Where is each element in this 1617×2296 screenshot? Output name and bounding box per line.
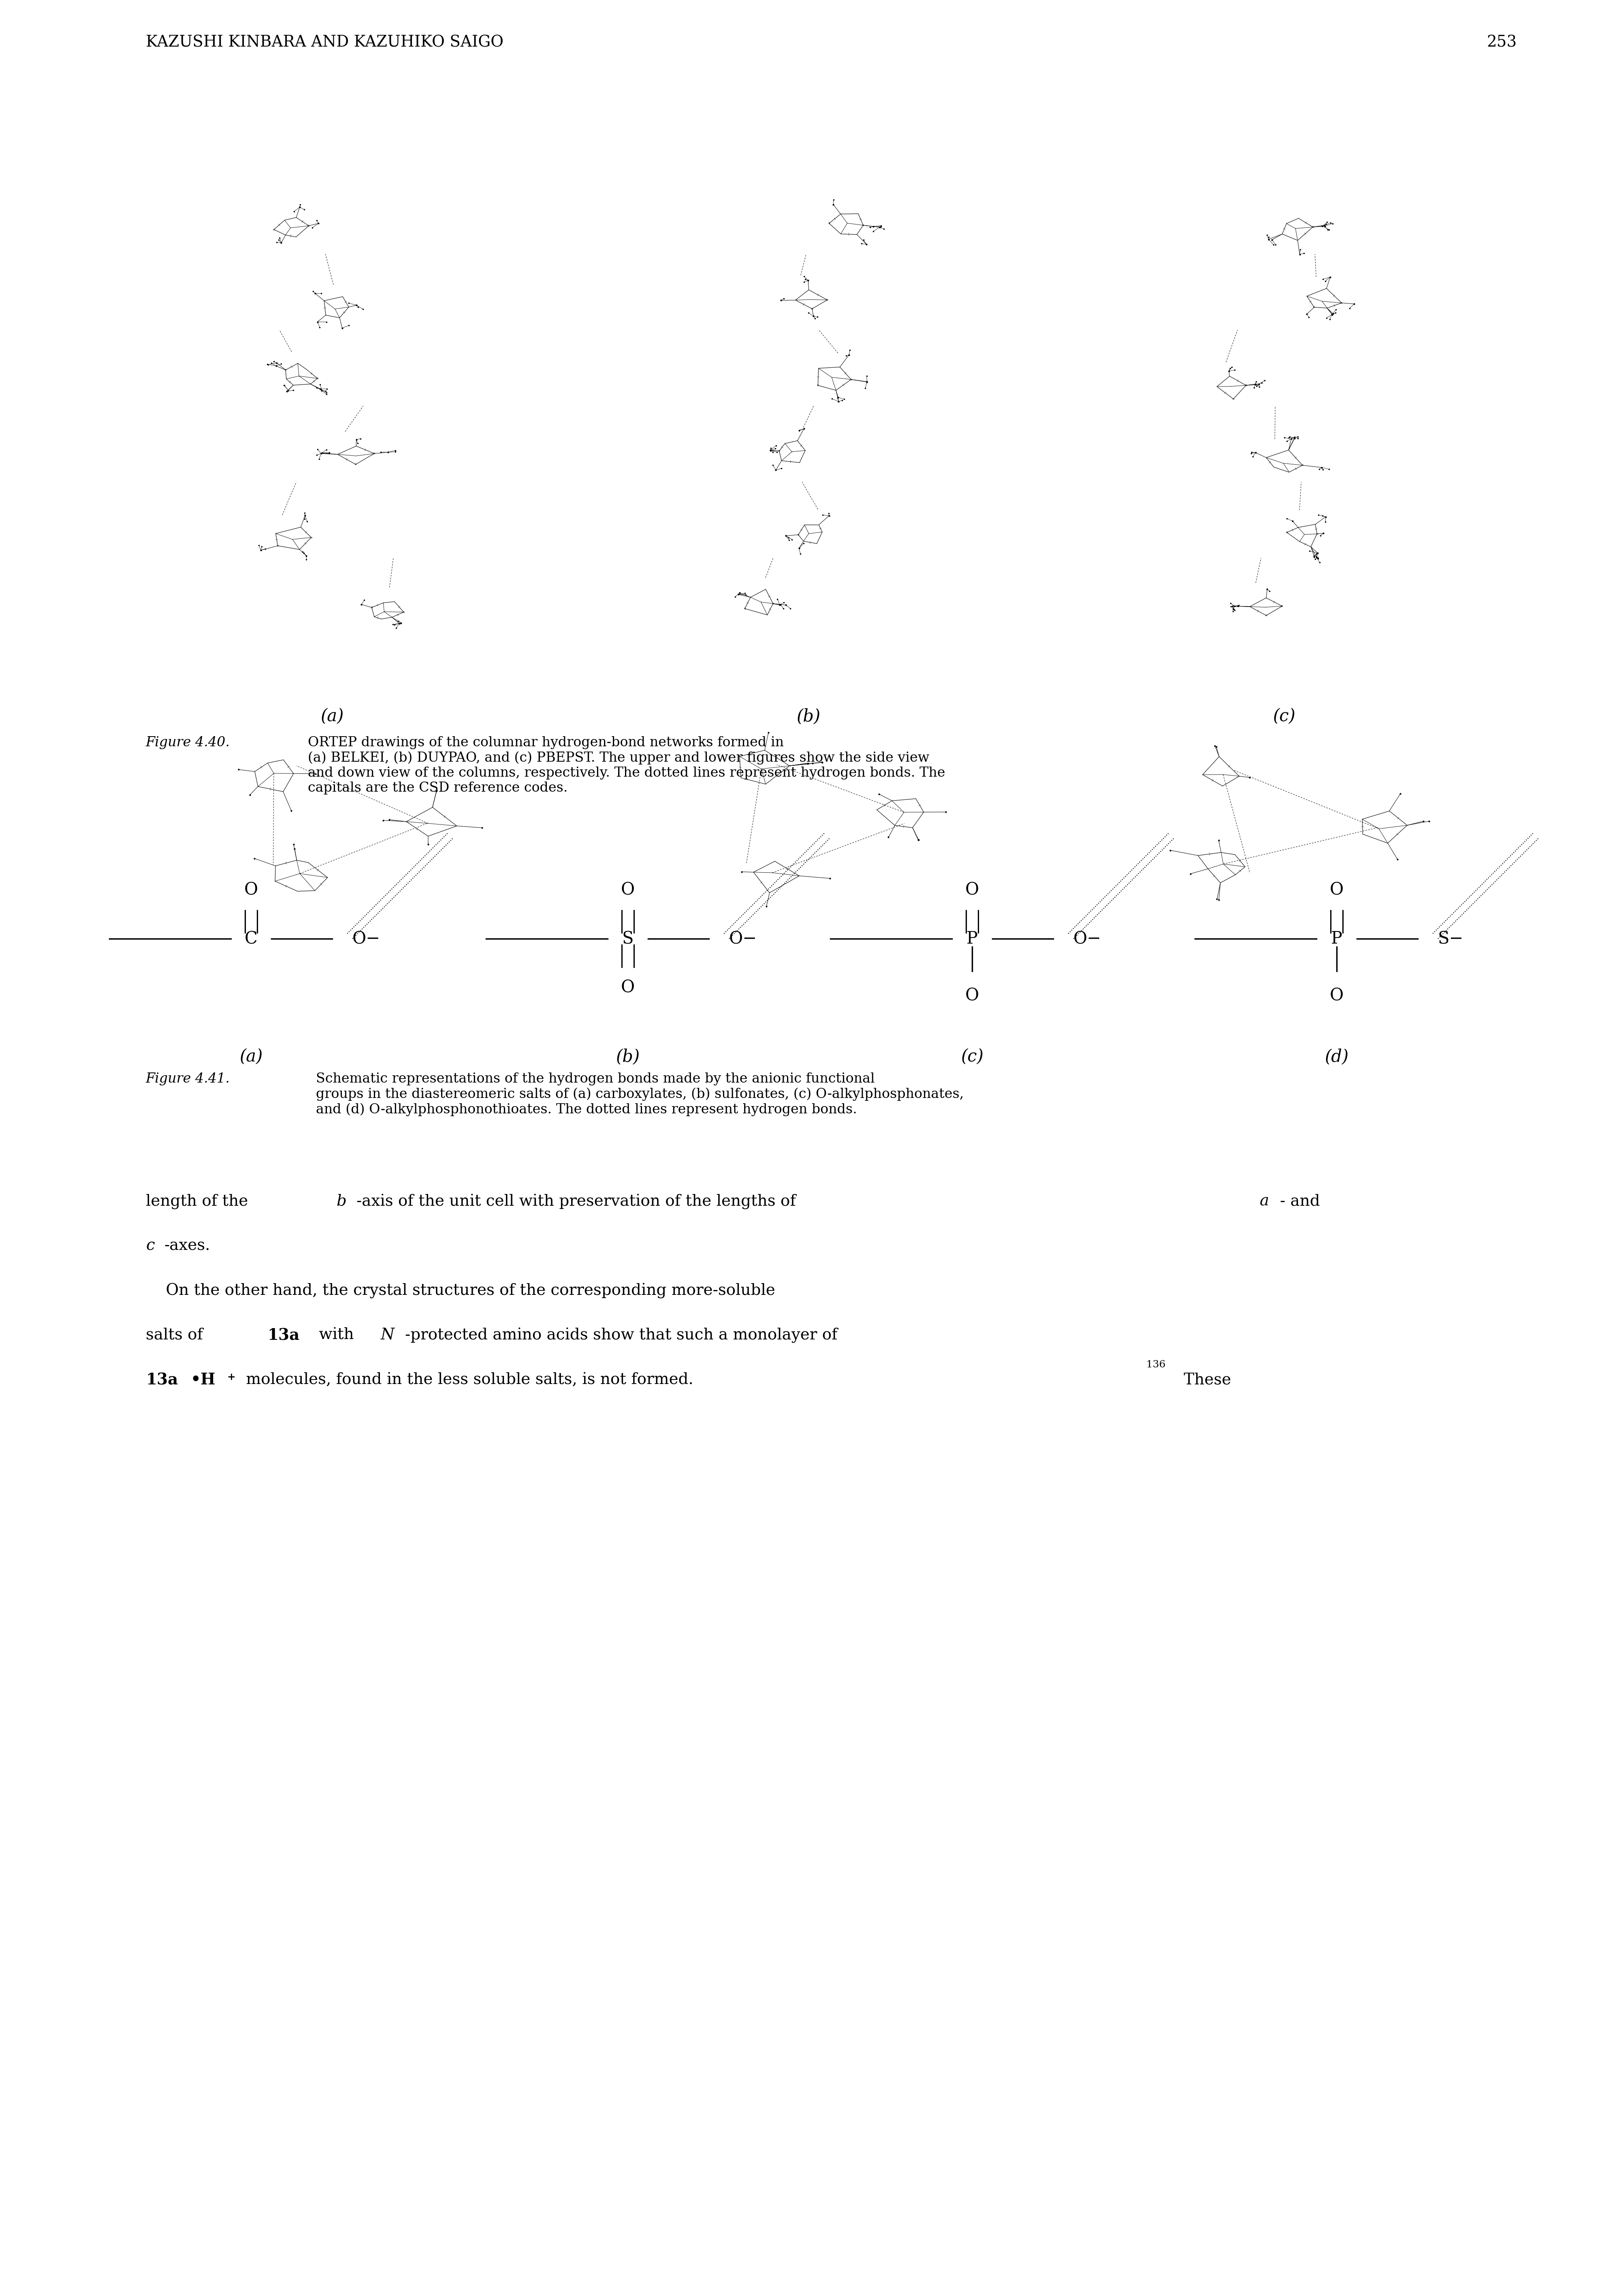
Text: o: o: [778, 450, 779, 452]
Text: o: o: [862, 223, 863, 227]
Text: O: O: [244, 882, 259, 898]
Text: S−: S−: [1438, 930, 1463, 948]
Text: O−: O−: [353, 930, 380, 948]
Text: -axes.: -axes.: [163, 1238, 210, 1254]
Text: o: o: [851, 379, 852, 381]
Text: o: o: [273, 227, 275, 232]
Text: These: These: [1179, 1373, 1231, 1387]
Text: o: o: [797, 533, 799, 537]
Text: KAZUSHI KINBARA AND KAZUHIKO SAIGO: KAZUSHI KINBARA AND KAZUHIKO SAIGO: [146, 34, 503, 51]
Text: O: O: [621, 978, 635, 996]
Text: b: b: [336, 1194, 346, 1210]
Text: o: o: [1302, 464, 1303, 466]
Text: n: n: [744, 606, 745, 611]
Text: n: n: [828, 223, 830, 225]
Text: O−: O−: [729, 930, 757, 948]
Text: (c): (c): [1273, 707, 1295, 726]
Text: o: o: [1316, 533, 1318, 535]
Text: n: n: [374, 452, 375, 455]
Text: a: a: [1260, 1194, 1269, 1210]
Text: (a): (a): [239, 1049, 262, 1065]
Text: On the other hand, the crystal structures of the corresponding more-soluble: On the other hand, the crystal structure…: [146, 1283, 775, 1300]
Text: O: O: [965, 882, 978, 898]
Text: n: n: [812, 308, 813, 310]
Text: o: o: [317, 377, 319, 381]
Text: Figure 4.40.: Figure 4.40.: [146, 737, 230, 748]
Text: O: O: [1329, 987, 1344, 1003]
Text: o: o: [1340, 301, 1342, 305]
Text: o: o: [403, 611, 404, 613]
Text: molecules, found in the less soluble salts, is not formed.: molecules, found in the less soluble sal…: [241, 1373, 694, 1387]
Text: o: o: [1313, 305, 1315, 308]
Text: n: n: [1286, 530, 1287, 535]
Text: o: o: [1232, 397, 1234, 400]
Text: 253: 253: [1486, 34, 1517, 51]
Text: S: S: [623, 930, 634, 948]
Text: n: n: [826, 298, 828, 301]
Text: O: O: [1329, 882, 1344, 898]
Text: o: o: [773, 602, 775, 606]
Text: n: n: [1281, 604, 1282, 608]
Text: 136: 136: [1146, 1359, 1166, 1368]
Text: length of the: length of the: [146, 1194, 254, 1210]
Text: n: n: [1245, 383, 1247, 388]
Text: -axis of the unit cell with preservation of the lengths of: -axis of the unit cell with preservation…: [356, 1194, 800, 1210]
Text: Figure 4.41.: Figure 4.41.: [146, 1072, 230, 1086]
Text: (d): (d): [1324, 1049, 1349, 1065]
Text: +: +: [226, 1373, 236, 1382]
Text: •H: •H: [191, 1373, 215, 1387]
Text: 13a: 13a: [267, 1327, 299, 1343]
Text: - and: - and: [1281, 1194, 1319, 1210]
Text: o: o: [310, 535, 312, 540]
Text: n: n: [307, 225, 310, 227]
Text: P: P: [967, 930, 978, 948]
Text: o: o: [1311, 225, 1313, 230]
Text: O: O: [621, 882, 635, 898]
Text: 13a: 13a: [146, 1373, 178, 1387]
Text: (b): (b): [797, 707, 820, 726]
Text: (b): (b): [616, 1049, 640, 1065]
Text: O−: O−: [1074, 930, 1101, 948]
Text: C: C: [244, 930, 257, 948]
Text: salts of: salts of: [146, 1327, 209, 1343]
Text: o: o: [1266, 613, 1268, 618]
Text: o: o: [285, 367, 286, 372]
Text: c: c: [146, 1238, 155, 1254]
Text: with: with: [314, 1327, 359, 1343]
Text: o: o: [277, 544, 278, 546]
Text: -protected amino acids show that such a monolayer of: -protected amino acids show that such a …: [406, 1327, 838, 1343]
Text: N: N: [380, 1327, 395, 1343]
Text: P: P: [1331, 930, 1342, 948]
Text: O: O: [965, 987, 978, 1003]
Text: n: n: [817, 383, 818, 388]
Text: ORTEP drawings of the columnar hydrogen-bond networks formed in
(a) BELKEI, (b) : ORTEP drawings of the columnar hydrogen-…: [307, 737, 946, 794]
Text: o: o: [354, 464, 357, 466]
Text: n: n: [370, 606, 372, 608]
Text: (c): (c): [960, 1049, 983, 1065]
Text: Schematic representations of the hydrogen bonds made by the anionic functional
g: Schematic representations of the hydroge…: [315, 1072, 964, 1116]
Text: (a): (a): [320, 707, 344, 726]
